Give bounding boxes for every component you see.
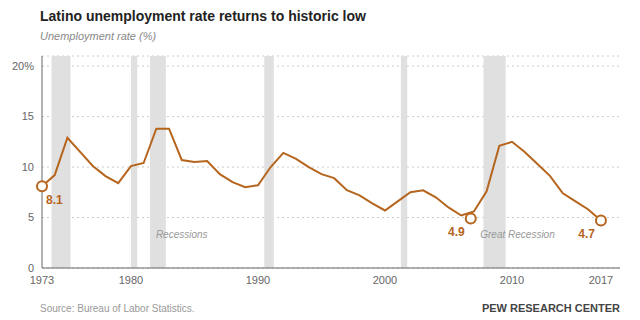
html-text:Source: Bureau of Labor Statis: Source: Bureau of Labor Statistics. bbox=[40, 303, 195, 314]
html-text:Latino unemployment rate retur: Latino unemployment rate returns to hist… bbox=[40, 8, 366, 24]
svg-text:2000: 2000 bbox=[373, 274, 397, 286]
svg-text:Recessions: Recessions bbox=[156, 229, 208, 240]
svg-text:4.9: 4.9 bbox=[448, 225, 465, 239]
html-text:Unemployment rate (%): Unemployment rate (%) bbox=[40, 30, 157, 42]
svg-text:15: 15 bbox=[22, 110, 34, 122]
svg-text:8.1: 8.1 bbox=[46, 193, 63, 207]
svg-text:10: 10 bbox=[22, 161, 34, 173]
svg-text:4.7: 4.7 bbox=[578, 227, 595, 241]
html-text:PEW RESEARCH CENTER: PEW RESEARCH CENTER bbox=[481, 302, 620, 314]
svg-text:2010: 2010 bbox=[500, 274, 524, 286]
svg-text:1990: 1990 bbox=[246, 274, 270, 286]
svg-text:1980: 1980 bbox=[119, 274, 143, 286]
svg-text:5: 5 bbox=[28, 211, 34, 223]
svg-text:20%: 20% bbox=[12, 60, 34, 72]
svg-text:2017: 2017 bbox=[589, 274, 613, 286]
svg-text:1973: 1973 bbox=[30, 274, 54, 286]
svg-text:0: 0 bbox=[28, 262, 34, 274]
svg-text:Great Recession: Great Recession bbox=[480, 229, 555, 240]
